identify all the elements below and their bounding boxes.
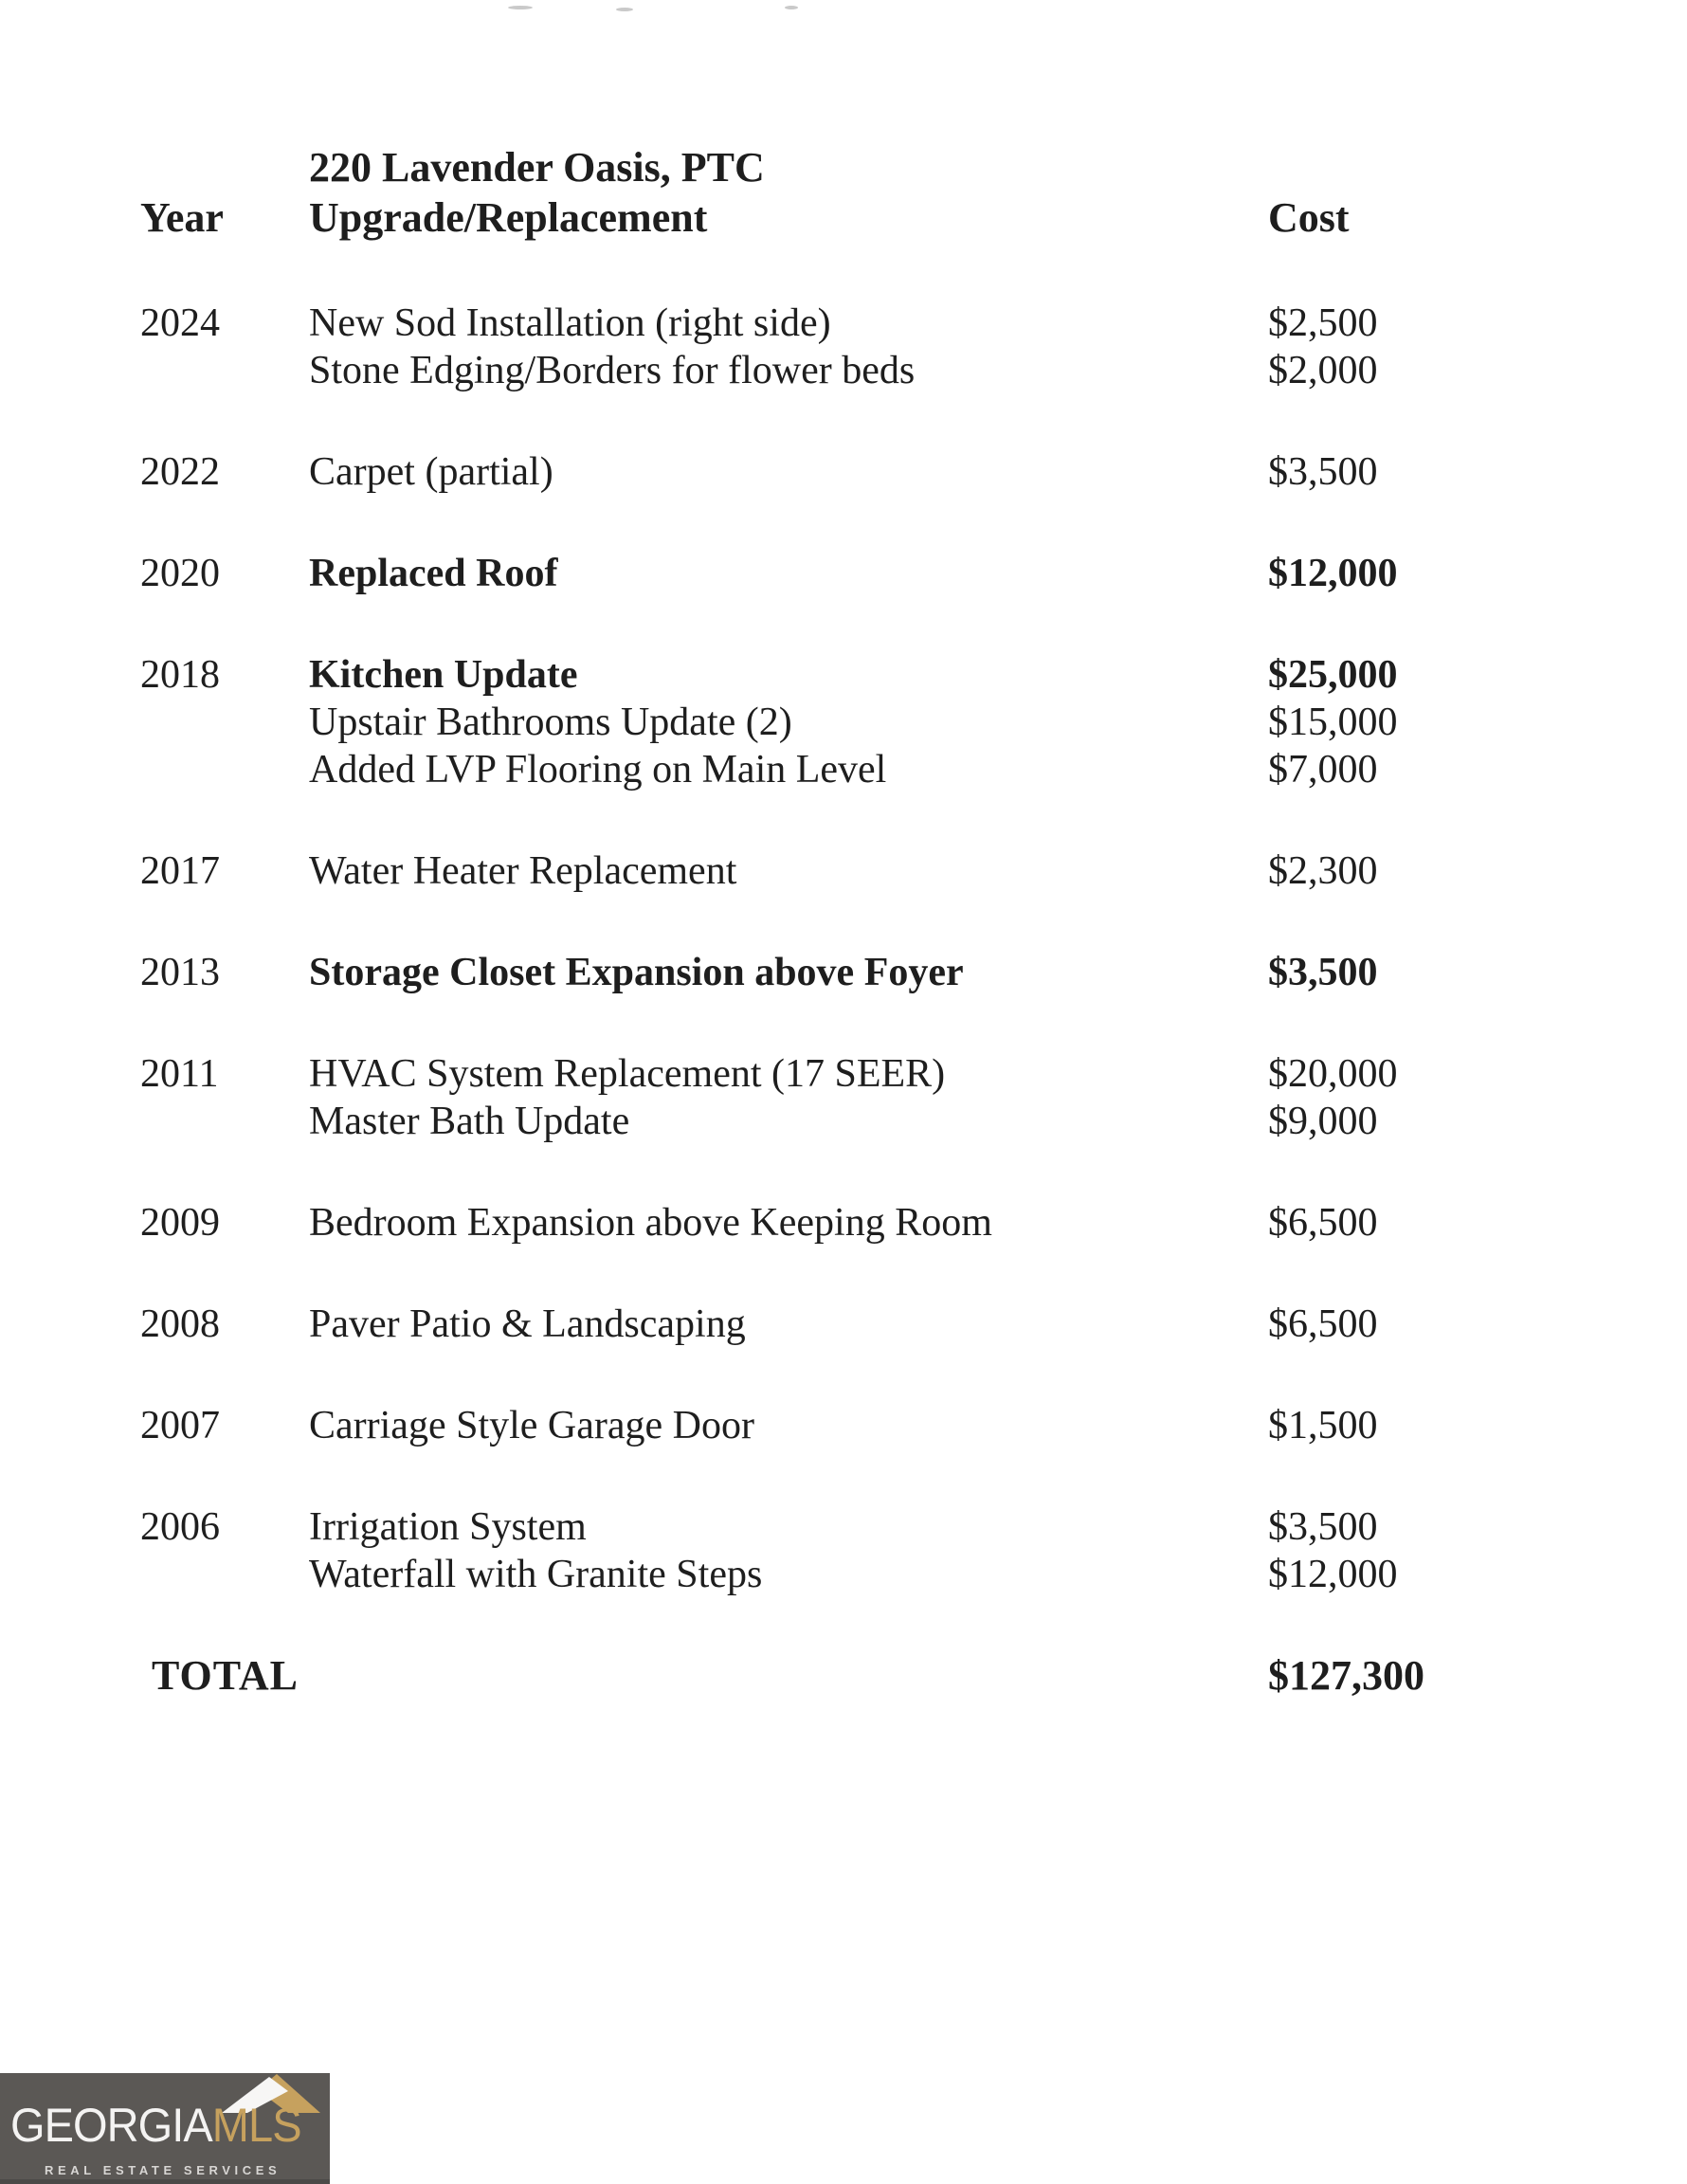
upgrade-row-group: 2009 Bedroom Expansion above Keeping Room… [0, 1199, 1687, 1247]
year-cell: 2006 [140, 1505, 220, 1549]
description-cell: Irrigation System Waterfall with Granite … [309, 1503, 1268, 1598]
description-cell: Bedroom Expansion above Keeping Room [309, 1199, 1268, 1247]
document-title: 220 Lavender Oasis, PTC [309, 144, 765, 191]
year-cell: 2007 [140, 1404, 220, 1447]
upgrade-row-group: 2006 Irrigation System Waterfall with Gran… [0, 1503, 1687, 1598]
item-description: Stone Edging/Borders for flower beds [309, 349, 916, 392]
year-cell: 2009 [140, 1201, 220, 1245]
year-column-header: Year [140, 194, 224, 241]
description-cell: Kitchen Update Upstair Bathrooms Update (… [309, 651, 1268, 793]
item-cost: $25,000 [1268, 653, 1398, 697]
year-cell: 2024 [140, 301, 220, 345]
upgrade-row-group: 2018 Kitchen Update Upstair Bathrooms Upda… [0, 651, 1687, 793]
year-cell: 2017 [140, 849, 220, 893]
item-cost: $12,000 [1268, 552, 1398, 595]
description-cell: Storage Closet Expansion above Foyer [309, 949, 1268, 996]
cost-cell: $2,300 [1268, 847, 1687, 895]
logo-text-mls: MLS [211, 2099, 302, 2152]
item-cost: $1,500 [1268, 1404, 1378, 1447]
cost-cell: $6,500 [1268, 1301, 1687, 1348]
item-description: Bedroom Expansion above Keeping Room [309, 1201, 992, 1245]
description-cell: Replaced Roof [309, 550, 1268, 597]
upgrade-column-header: Upgrade/Replacement [309, 194, 708, 241]
item-description: Carpet (partial) [309, 450, 553, 494]
item-cost: $3,500 [1268, 951, 1378, 994]
total-cost: $127,300 [1268, 1652, 1424, 1699]
total-row: TOTAL $127,300 [0, 1652, 1687, 1700]
item-cost: $15,000 [1268, 701, 1398, 744]
scan-artifact [785, 6, 798, 9]
item-cost: $9,000 [1268, 1100, 1378, 1143]
item-description: Paver Patio & Landscaping [309, 1302, 746, 1346]
upgrade-row-group: 2007 Carriage Style Garage Door $1,500 [0, 1402, 1687, 1449]
cost-cell: $20,000 $9,000 [1268, 1050, 1687, 1145]
description-cell: New Sod Installation (right side) Stone E… [309, 300, 1268, 394]
item-description: Irrigation System [309, 1505, 587, 1549]
item-cost: $12,000 [1268, 1553, 1398, 1596]
logo-tagline: REAL ESTATE SERVICES [45, 2163, 281, 2177]
title-block: 220 Lavender Oasis, PTC Upgrade/Replacem… [309, 142, 1268, 243]
year-cell: 2013 [140, 951, 220, 994]
cost-cell: $1,500 [1268, 1402, 1687, 1449]
roof-icon [222, 2074, 320, 2113]
scan-artifact [508, 6, 533, 9]
year-cell: 2008 [140, 1302, 220, 1346]
description-cell: Carriage Style Garage Door [309, 1402, 1268, 1449]
cost-cell: $3,500 [1268, 448, 1687, 496]
item-description: Storage Closet Expansion above Foyer [309, 951, 964, 994]
upgrade-row-group: 2020 Replaced Roof $12,000 [0, 550, 1687, 597]
total-label: TOTAL [152, 1652, 299, 1699]
item-description: Added LVP Flooring on Main Level [309, 748, 887, 792]
item-cost: $2,300 [1268, 849, 1378, 893]
item-description: New Sod Installation (right side) [309, 301, 831, 345]
year-cell: 2018 [140, 653, 220, 697]
item-cost: $6,500 [1268, 1302, 1378, 1346]
item-cost: $20,000 [1268, 1052, 1398, 1096]
year-cell: 2022 [140, 450, 220, 494]
year-cell: 2020 [140, 552, 220, 595]
cost-cell: $12,000 [1268, 550, 1687, 597]
upgrade-row-group: 2022 Carpet (partial) $3,500 [0, 448, 1687, 496]
item-description: HVAC System Replacement (17 SEER) [309, 1052, 946, 1096]
logo-brand: GEORGIAMLS [10, 2099, 302, 2152]
upgrade-row-group: 2011 HVAC System Replacement (17 SEER) Mas… [0, 1050, 1687, 1145]
year-cell: 2011 [140, 1052, 219, 1096]
table-header: Year 220 Lavender Oasis, PTC Upgrade/Rep… [0, 142, 1687, 243]
item-cost: $2,000 [1268, 349, 1378, 392]
item-description: Waterfall with Granite Steps [309, 1553, 763, 1596]
document-content: Year 220 Lavender Oasis, PTC Upgrade/Rep… [0, 142, 1687, 1700]
upgrade-row-group: 2008 Paver Patio & Landscaping $6,500 [0, 1301, 1687, 1348]
georgia-mls-logo: GEORGIAMLS REAL ESTATE SERVICES [0, 2073, 330, 2184]
item-description: Upstair Bathrooms Update (2) [309, 701, 792, 744]
item-description: Replaced Roof [309, 552, 558, 595]
cost-cell: $3,500 $12,000 [1268, 1503, 1687, 1598]
upgrade-row-group: 2024 New Sod Installation (right side) Sto… [0, 300, 1687, 394]
cost-cell: $25,000 $15,000 $7,000 [1268, 651, 1687, 793]
cost-cell: $3,500 [1268, 949, 1687, 996]
upgrade-row-group: 2017 Water Heater Replacement $2,300 [0, 847, 1687, 895]
item-cost: $6,500 [1268, 1201, 1378, 1245]
item-description: Master Bath Update [309, 1100, 630, 1143]
item-cost: $3,500 [1268, 1505, 1378, 1549]
upgrade-row-group: 2013 Storage Closet Expansion above Foyer… [0, 949, 1687, 996]
cost-cell: $6,500 [1268, 1199, 1687, 1247]
item-description: Kitchen Update [309, 653, 578, 697]
item-description: Water Heater Replacement [309, 849, 737, 893]
item-cost: $2,500 [1268, 301, 1378, 345]
item-description: Carriage Style Garage Door [309, 1404, 754, 1447]
logo-bottom-strip [0, 2179, 330, 2184]
description-cell: HVAC System Replacement (17 SEER) Master … [309, 1050, 1268, 1145]
item-cost: $3,500 [1268, 450, 1378, 494]
cost-cell: $2,500 $2,000 [1268, 300, 1687, 394]
logo-text-georgia: GEORGIA [10, 2099, 213, 2152]
description-cell: Carpet (partial) [309, 448, 1268, 496]
upgrade-rows: 2024 New Sod Installation (right side) Sto… [0, 300, 1687, 1598]
scan-artifact [616, 8, 633, 11]
description-cell: Water Heater Replacement [309, 847, 1268, 895]
description-cell: Paver Patio & Landscaping [309, 1301, 1268, 1348]
cost-column-header: Cost [1268, 194, 1350, 241]
item-cost: $7,000 [1268, 748, 1378, 792]
